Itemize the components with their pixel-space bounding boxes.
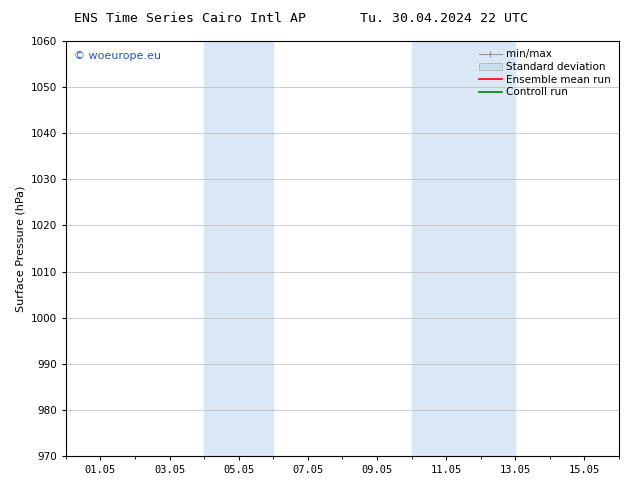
Text: © woeurope.eu: © woeurope.eu — [74, 51, 161, 61]
Text: Tu. 30.04.2024 22 UTC: Tu. 30.04.2024 22 UTC — [360, 12, 527, 25]
Legend: min/max, Standard deviation, Ensemble mean run, Controll run: min/max, Standard deviation, Ensemble me… — [476, 46, 614, 100]
Bar — [204, 41, 273, 456]
Text: ENS Time Series Cairo Intl AP: ENS Time Series Cairo Intl AP — [74, 12, 306, 25]
Y-axis label: Surface Pressure (hPa): Surface Pressure (hPa) — [15, 185, 25, 312]
Bar — [411, 41, 515, 456]
